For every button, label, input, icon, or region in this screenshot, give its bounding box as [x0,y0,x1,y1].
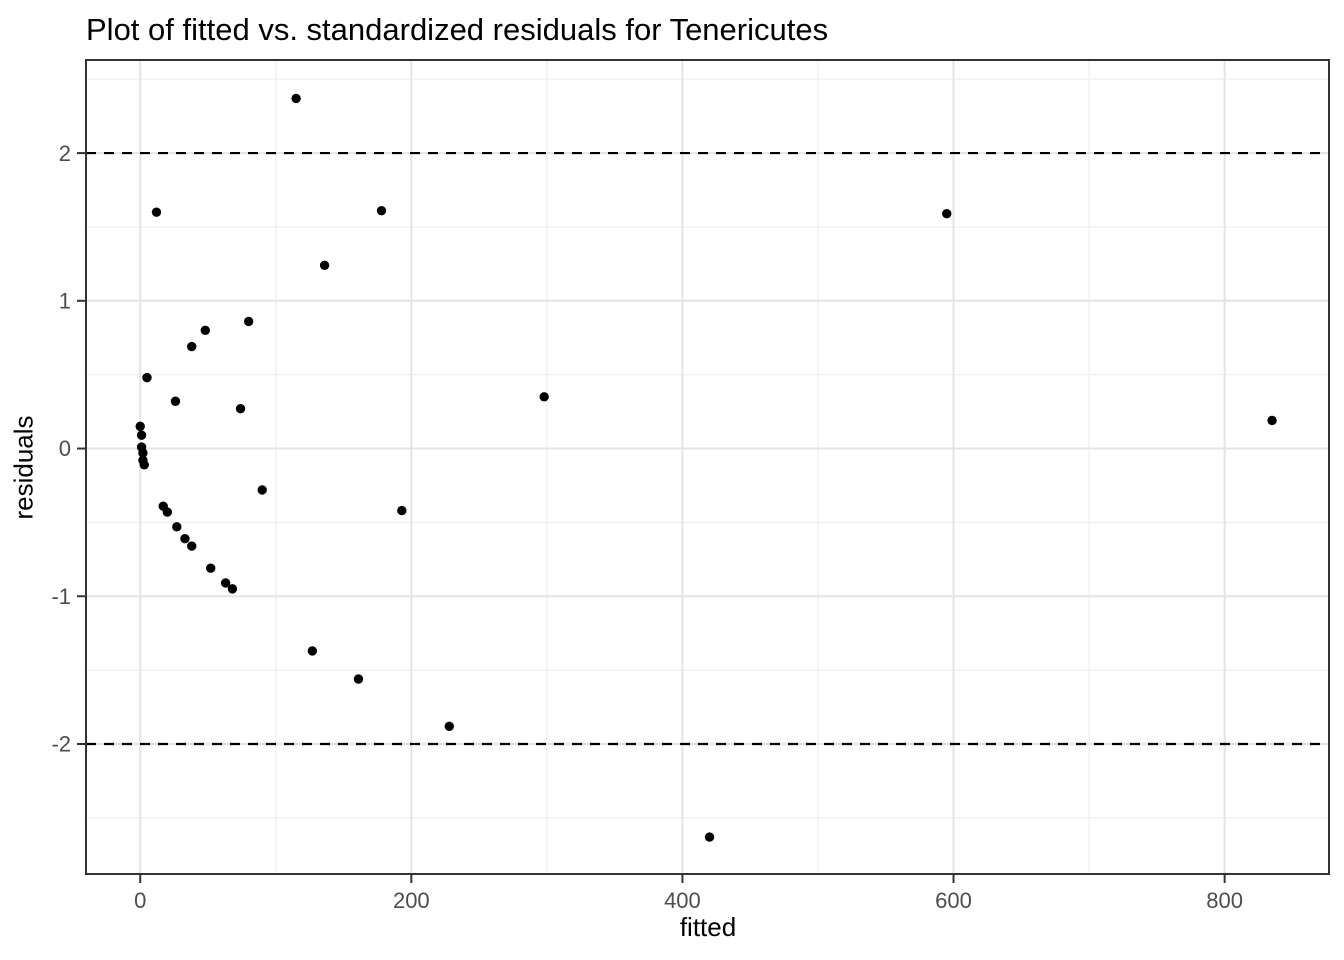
y-tick-label: -1 [51,584,71,609]
data-point [138,448,148,458]
y-tick-label: -2 [51,732,71,757]
data-point [291,93,301,104]
data-point [376,205,387,216]
data-point [397,505,407,516]
data-point [206,563,216,573]
y-tick-label: 2 [59,141,71,166]
data-point [942,208,952,219]
data-point [704,832,715,842]
data-point [353,674,364,684]
data-point [187,541,197,551]
data-point [187,341,197,352]
data-point [200,325,210,336]
data-point [227,584,238,594]
data-point [142,372,152,383]
data-point [539,392,549,402]
x-tick-label: 200 [393,888,430,913]
chart-title: Plot of fitted vs. standardized residual… [86,12,829,47]
data-point [172,522,182,532]
data-point [257,485,267,495]
data-point [180,533,190,544]
data-point [1267,415,1277,426]
x-tick-label: 400 [664,888,701,913]
y-tick-label: 1 [59,289,71,314]
data-point [319,260,330,271]
x-tick-label: 800 [1206,888,1243,913]
x-tick-label: 600 [935,888,972,913]
x-axis-title: fitted [679,912,737,942]
data-point [139,460,149,470]
y-tick-label: 0 [59,436,71,461]
data-point [135,421,145,432]
data-point [235,403,246,414]
panel-background [86,60,1329,874]
data-point [307,646,318,656]
data-point [151,207,162,217]
data-point [220,578,231,588]
panel-border [85,59,1330,875]
x-tick-label: 0 [134,888,146,913]
data-point [444,721,454,731]
data-point [243,316,254,327]
data-point [162,507,173,517]
data-point [136,430,147,440]
data-point [170,396,181,406]
